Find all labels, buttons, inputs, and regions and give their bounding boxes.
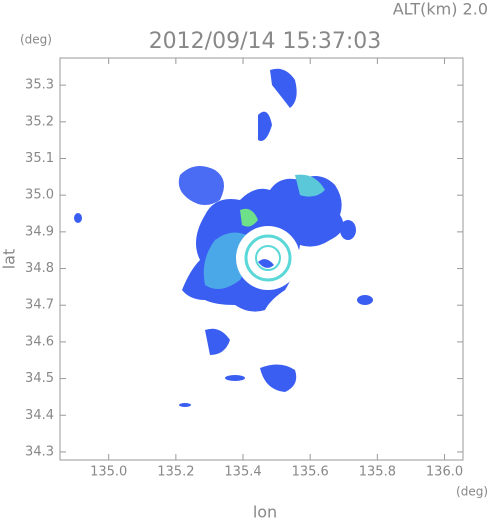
y-axis-label: lat bbox=[0, 249, 19, 270]
y-tick-label: 34.4 bbox=[25, 408, 54, 423]
x-tick-label: 135.2 bbox=[157, 465, 194, 480]
y-tick-label: 34.7 bbox=[25, 298, 54, 313]
y-unit: (deg) bbox=[20, 33, 52, 47]
y-tick-label: 35.1 bbox=[25, 151, 54, 166]
y-tick-label: 34.3 bbox=[25, 444, 54, 459]
x-tick-label: 135.0 bbox=[90, 465, 127, 480]
timestamp: 2012/09/14 15:37:03 bbox=[149, 29, 382, 54]
y-tick-label: 35.0 bbox=[25, 188, 54, 203]
echo bbox=[74, 213, 82, 223]
x-unit: (deg) bbox=[456, 485, 488, 499]
clutter-ring bbox=[244, 234, 292, 282]
echo bbox=[225, 375, 245, 381]
echo bbox=[340, 220, 356, 240]
echo-peak bbox=[240, 208, 258, 227]
echo bbox=[260, 364, 297, 392]
axes: 135.0 135.2 135.4 135.6 135.8 136.0 34.3 34.4 34… bbox=[25, 58, 463, 480]
echo bbox=[357, 295, 373, 305]
x-tick-label: 135.4 bbox=[224, 465, 261, 480]
echoes bbox=[74, 68, 373, 407]
x-tick-label: 135.8 bbox=[359, 465, 396, 480]
y-tick-label: 35.3 bbox=[25, 78, 54, 93]
echo bbox=[179, 403, 191, 407]
plot-frame bbox=[59, 57, 464, 461]
echo bbox=[258, 259, 274, 268]
y-tick-label: 34.5 bbox=[25, 371, 54, 386]
x-axis-label: lon bbox=[253, 503, 277, 521]
clutter-ring bbox=[255, 245, 281, 271]
y-tick-label: 34.6 bbox=[25, 334, 54, 349]
y-tick-label: 35.2 bbox=[25, 114, 54, 129]
echo bbox=[205, 328, 230, 355]
x-tick-label: 135.6 bbox=[292, 465, 329, 480]
echo bbox=[258, 111, 272, 141]
echo-core bbox=[295, 174, 325, 197]
x-tick-label: 136.0 bbox=[426, 465, 463, 480]
altitude: ALT(km) 2.0 bbox=[393, 0, 488, 19]
y-tick-label: 34.9 bbox=[25, 224, 54, 239]
echo bbox=[178, 166, 224, 205]
echo bbox=[270, 68, 297, 108]
y-tick-label: 34.8 bbox=[25, 261, 54, 276]
